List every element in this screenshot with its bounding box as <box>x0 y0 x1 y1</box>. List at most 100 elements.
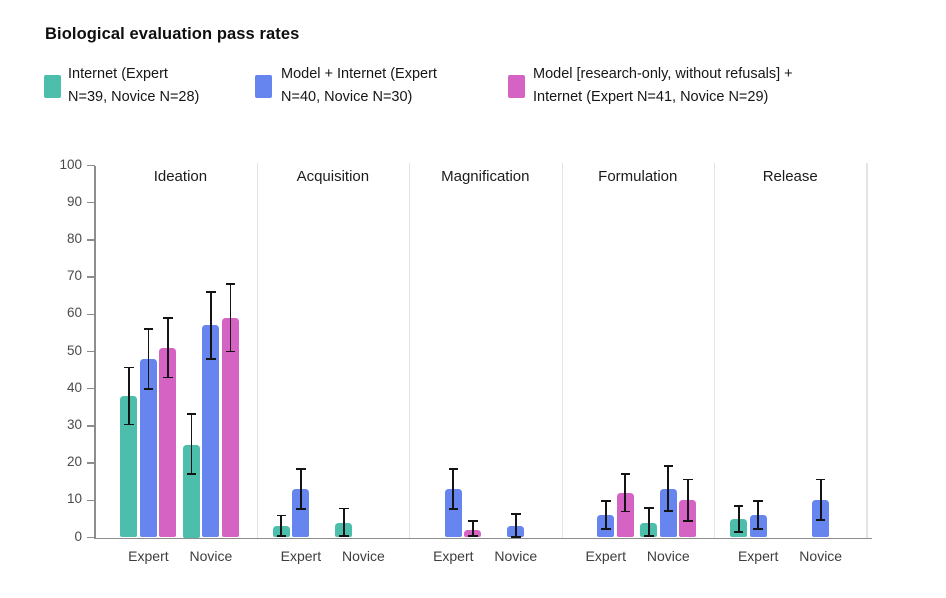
error-bar-line-formulation-novice-series2 <box>667 466 670 512</box>
error-bar-cap-top-ideation-novice-series2 <box>206 291 216 293</box>
legend-line: N=39, Novice N=28) <box>68 89 200 105</box>
error-bar-cap-top-release-expert-series1 <box>733 504 744 507</box>
y-tick-label: 40 <box>66 379 82 395</box>
panel-separator <box>866 163 868 538</box>
panel-separator <box>409 163 411 538</box>
error-bar-cap-top-magnification-expert-series2 <box>448 468 459 470</box>
legend: Internet (Expert N=39, Novice N=28) Mode… <box>0 0 946 115</box>
x-group-label: Expert <box>280 548 322 564</box>
error-bar-line-release-expert-series1 <box>737 505 740 532</box>
error-bar-cap-top-formulation-expert-series2 <box>601 499 611 502</box>
legend-swatch-internet <box>44 75 61 98</box>
error-bar-cap-top-magnification-novice-series2 <box>511 513 521 515</box>
error-bar-line-formulation-novice-series3 <box>686 479 689 521</box>
bar-formulation-novice-series2 <box>659 489 677 538</box>
error-bar-cap-bottom-formulation-expert-series2 <box>601 528 611 530</box>
error-bar-cap-top-ideation-expert-series3 <box>163 317 173 319</box>
error-bar-cap-bottom-ideation-novice-series3 <box>225 350 236 353</box>
error-bar-cap-top-formulation-novice-series1 <box>644 507 654 509</box>
error-bar-cap-top-acquisition-expert-series2 <box>296 468 306 470</box>
y-tick <box>86 536 95 539</box>
y-tick-label: 20 <box>66 454 82 470</box>
bar-magnification-expert-series2 <box>444 489 462 538</box>
x-group-label: Expert <box>128 548 169 564</box>
bar-ideation-novice-series2 <box>202 325 220 538</box>
bar-ideation-novice-series1 <box>182 444 200 538</box>
panel-label: Release <box>762 168 818 185</box>
error-bar-cap-bottom-release-expert-series2 <box>753 528 763 530</box>
error-bar-cap-bottom-formulation-expert-series3 <box>620 510 630 513</box>
bar-formulation-expert-series3 <box>616 492 634 538</box>
error-bar-line-ideation-novice-series1 <box>190 413 193 475</box>
bar-ideation-expert-series3 <box>159 347 177 538</box>
x-group-label: Novice <box>799 548 843 564</box>
error-bar-cap-bottom-formulation-novice-series2 <box>663 510 673 512</box>
y-tick <box>86 462 95 464</box>
y-tick-label: 10 <box>66 491 82 507</box>
panel-separator <box>256 163 258 538</box>
legend-line: N=40, Novice N=30) <box>281 89 413 105</box>
error-bar-line-release-expert-series2 <box>757 500 760 529</box>
error-bar-cap-bottom-acquisition-expert-series2 <box>296 508 306 511</box>
bar-ideation-novice-series3 <box>221 318 239 538</box>
legend-line: Internet (Expert <box>68 66 168 82</box>
error-bar-line-formulation-expert-series2 <box>604 500 607 529</box>
y-tick <box>86 350 95 353</box>
y-tick <box>86 239 95 241</box>
x-group-label: Expert <box>585 548 626 564</box>
y-tick-label: 100 <box>59 156 82 172</box>
error-bar-cap-bottom-ideation-novice-series1 <box>186 473 197 476</box>
error-bar-line-ideation-novice-series2 <box>210 291 212 359</box>
error-bar-cap-top-formulation-novice-series3 <box>683 478 693 481</box>
bar-acquisition-expert-series2 <box>292 489 310 538</box>
error-bar-cap-bottom-ideation-expert-series2 <box>143 387 154 390</box>
error-bar-cap-top-ideation-expert-series1 <box>124 366 134 369</box>
error-bar-line-formulation-expert-series3 <box>624 474 627 512</box>
panel-label: Magnification <box>441 168 530 185</box>
y-axis-line <box>94 165 96 538</box>
legend-label-internet: Internet (Expert N=39, Novice N=28) <box>68 63 199 109</box>
y-tick <box>86 499 95 502</box>
error-bar-line-acquisition-expert-series1 <box>280 515 283 536</box>
y-tick-label: 50 <box>66 342 82 358</box>
legend-swatch-model-research-only <box>508 75 525 98</box>
error-bar-cap-top-release-novice-series2 <box>815 478 826 481</box>
error-bar-cap-top-ideation-novice-series1 <box>186 413 197 415</box>
error-bar-cap-bottom-release-novice-series2 <box>815 519 826 522</box>
legend-line: Model [research-only, without refusals] … <box>533 66 793 82</box>
x-group-label: Novice <box>494 548 538 564</box>
error-bar-cap-bottom-release-expert-series1 <box>733 531 744 533</box>
y-tick-label: 70 <box>66 268 82 284</box>
error-bar-cap-bottom-magnification-expert-series2 <box>448 508 459 511</box>
legend-line: Model + Internet (Expert <box>281 66 437 82</box>
bar-ideation-expert-series2 <box>139 358 157 538</box>
legend-line: Internet (Expert N=41, Novice N=29) <box>533 89 769 105</box>
error-bar-cap-bottom-magnification-expert-series3 <box>468 535 478 538</box>
error-bar-line-ideation-expert-series1 <box>128 367 130 425</box>
y-tick <box>86 313 95 316</box>
error-bar-line-release-novice-series2 <box>819 479 822 521</box>
x-group-label: Expert <box>433 548 474 564</box>
x-axis-line <box>94 537 873 540</box>
panel-separator <box>714 163 716 538</box>
error-bar-line-ideation-expert-series3 <box>167 318 169 378</box>
bar-ideation-expert-series1 <box>120 396 138 538</box>
legend-label-model-research-only: Model [research-only, without refusals] … <box>533 63 793 109</box>
error-bar-line-magnification-expert-series3 <box>471 521 474 537</box>
panel-label: Formulation <box>598 168 678 185</box>
error-bar-line-acquisition-expert-series2 <box>299 469 302 510</box>
error-bar-cap-top-acquisition-expert-series1 <box>276 514 287 517</box>
panel-separator <box>561 163 563 538</box>
y-tick-label: 30 <box>66 416 82 432</box>
error-bar-cap-top-release-expert-series2 <box>753 499 763 502</box>
y-tick-label: 80 <box>66 230 82 246</box>
y-tick-label: 0 <box>74 528 82 544</box>
legend-swatch-model-internet <box>255 75 272 98</box>
error-bar-cap-bottom-magnification-novice-series2 <box>511 535 521 538</box>
legend-label-model-internet: Model + Internet (Expert N=40, Novice N=… <box>281 63 437 109</box>
y-tick-label: 60 <box>66 305 82 321</box>
panel-label: Ideation <box>153 168 208 185</box>
error-bar-cap-bottom-ideation-expert-series1 <box>124 423 134 426</box>
error-bar-cap-bottom-formulation-novice-series1 <box>644 535 654 538</box>
